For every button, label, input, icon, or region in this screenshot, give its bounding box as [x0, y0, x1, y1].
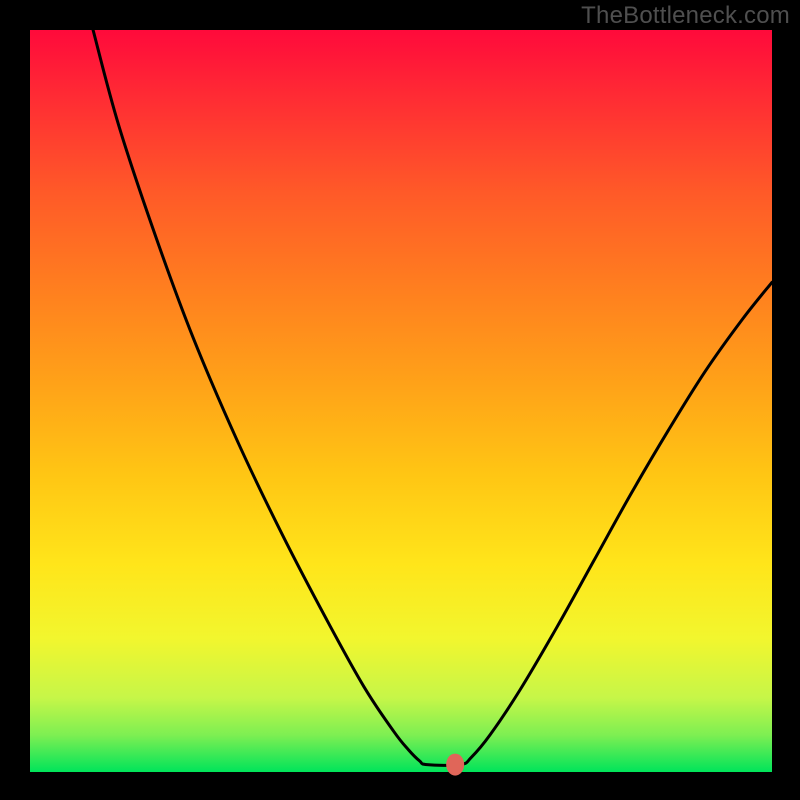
watermark-label: TheBottleneck.com [581, 2, 790, 30]
bottleneck-chart [0, 0, 800, 800]
chart-gradient-background [30, 30, 772, 772]
optimal-point-marker [446, 754, 464, 776]
